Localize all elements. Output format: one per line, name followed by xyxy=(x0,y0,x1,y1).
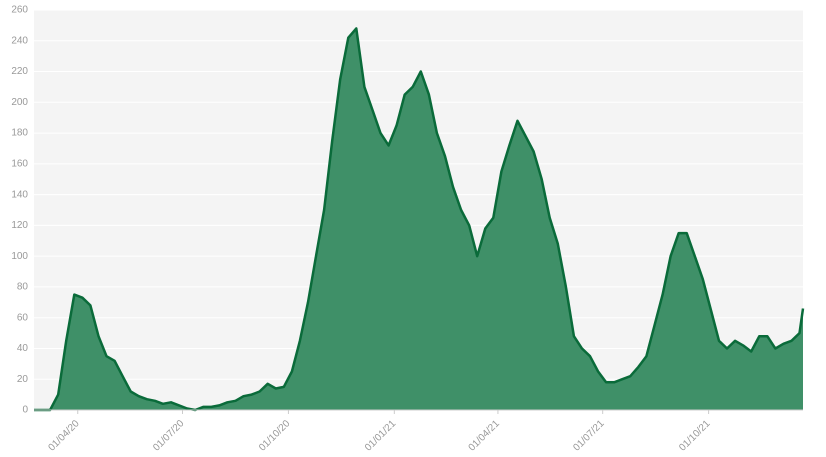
y-tick-label: 200 xyxy=(11,97,28,108)
x-tick-label: 01/04/20 xyxy=(46,418,82,454)
line xyxy=(34,27,805,412)
y-tick-label: 0 xyxy=(22,405,28,416)
y-tick-label: 20 xyxy=(17,374,29,385)
x-tick-label: 01/07/20 xyxy=(151,418,187,454)
x-tick-label: 01/10/21 xyxy=(677,418,713,454)
y-tick-label: 140 xyxy=(11,189,28,200)
x-tick-label: 01/07/21 xyxy=(571,418,607,454)
x-tick-label: 01/04/21 xyxy=(467,418,503,454)
y-tick-label: 100 xyxy=(11,251,28,262)
x-tick-label: 01/10/20 xyxy=(257,418,293,454)
y-tick-label: 60 xyxy=(17,312,29,323)
y-tick-label: 180 xyxy=(11,128,28,139)
y-tick-label: 260 xyxy=(11,5,28,16)
x-tick-label: 01/01/21 xyxy=(363,418,399,454)
y-tick-label: 240 xyxy=(11,35,28,46)
y-tick-label: 80 xyxy=(17,282,29,293)
y-tick-label: 40 xyxy=(17,343,29,354)
y-tick-label: 220 xyxy=(11,66,28,77)
y-tick-label: 160 xyxy=(11,158,28,169)
y-tick-label: 120 xyxy=(11,220,28,231)
area xyxy=(34,28,803,410)
